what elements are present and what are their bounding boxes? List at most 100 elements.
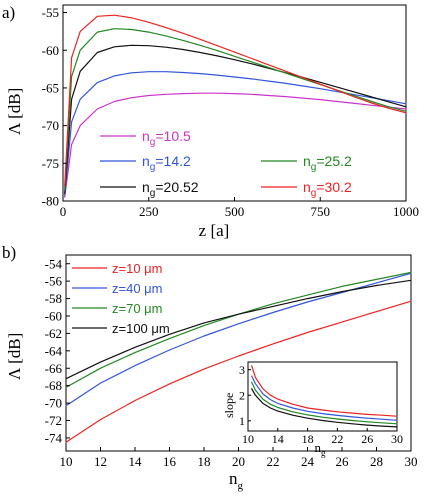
panel-a-y-tick-label-0: -80 [42, 194, 59, 209]
panel-a-y-tick-label-1: -75 [42, 156, 59, 171]
panel-b-inset: 10 14 18 22 26 30 1 2 3 slope ng [222, 361, 403, 458]
inset-series-group [251, 365, 398, 428]
panel-a-legend-label-sub-4: g [311, 188, 317, 199]
panel-b-ticks: 10 12 14 16 18 20 22 24 26 28 30-74-72-70-68-66-64… [45, 256, 418, 469]
panel-b-series-group [65, 271, 412, 443]
inset-x-axis-label-sub: g [321, 448, 326, 458]
panel-a-x-tick-label-0: 0 [60, 204, 67, 219]
panel-a-legend-label-3: ng=25.2 [303, 153, 352, 173]
panel-a-x-axis-label: z [a] [199, 221, 230, 240]
panel-a-series-line-0 [64, 92, 407, 198]
panel-b-y-tick-label-1: -72 [45, 413, 62, 428]
panel-a-legend-label-sub-0: g [150, 137, 156, 148]
panel-b-x-tick-label-1: 12 [94, 454, 107, 469]
panel-a-legend-label-base-4: n [303, 179, 311, 195]
panel-a-legend-label-sub-1: g [150, 162, 156, 173]
panel-a-legend-label-1: ng=14.2 [142, 153, 191, 173]
panel-b-legend-label-1: z=40 μm [112, 281, 162, 296]
inset-y-tick-label-1: 2 [239, 388, 245, 402]
panel-b: 10 12 14 16 18 20 22 24 26 28 30-74-72-70-68-66-64… [5, 254, 418, 492]
panel-b-y-tick-label-5: -64 [45, 343, 63, 358]
panel-a-legend-label-base-1: n [142, 153, 150, 169]
panel-a-x-tick-label-3: 750 [311, 204, 331, 219]
panel-a-y-tick-label-5: -55 [42, 5, 59, 20]
panel-b-x-axis-label-sub: g [238, 480, 244, 492]
panel-b-legend-label-3: z=100 μm [112, 321, 170, 336]
panel-b-y-tick-label-4: -66 [45, 361, 63, 376]
panel-a-legend-label-value-3: =25.2 [316, 153, 352, 169]
inset-x-tick-label-4: 26 [361, 432, 373, 446]
panel-b-x-tick-label-7: 24 [301, 454, 315, 469]
panel-b-x-axis-label: ng [229, 469, 244, 492]
panel-b-y-tick-label-6: -62 [45, 326, 62, 341]
panel-a-ticks: 0 250 500 750 1000 -80 -75 -70 -65 -60 -55 [42, 5, 419, 219]
inset-x-axis-label: ng [315, 440, 327, 458]
panel-a-series-line-1 [64, 71, 407, 197]
inset-series-line-3 [251, 388, 398, 428]
inset-x-tick-label-1: 14 [272, 432, 284, 446]
panel-b-y-tick-label-0: -74 [45, 430, 63, 445]
panel-b-x-tick-label-2: 14 [129, 454, 143, 469]
panel-a-series-line-4 [64, 14, 407, 187]
panel-a-series-line-3 [64, 28, 407, 191]
inset-ticks: 10 14 18 22 26 30 1 2 3 [239, 363, 403, 446]
panel-a-y-tick-label-3: -65 [42, 80, 59, 95]
panel-b-y-tick-label-2: -70 [45, 396, 62, 411]
inset-series-line-2 [251, 381, 398, 425]
panel-b-legend-label-0: z=10 μm [112, 261, 162, 276]
panel-b-x-tick-label-10: 30 [405, 454, 418, 469]
panel-b-series-line-0 [65, 300, 412, 443]
panel-b-legend: z=10 μm z=40 μm z=70 μm z=100 μm [72, 261, 170, 336]
inset-series-line-1 [251, 375, 398, 421]
panel-a-legend-label-4: ng=30.2 [303, 179, 352, 199]
panel-a-legend-label-value-0: =10.5 [155, 128, 191, 144]
panel-b-x-tick-label-5: 20 [232, 454, 245, 469]
panel-b-x-tick-label-8: 26 [336, 454, 350, 469]
inset-plot-frame [247, 361, 398, 432]
panel-a: 0 250 500 750 1000-80-75-70-65-60-55 Λ [dB] … [5, 4, 419, 240]
panel-a-legend-label-sub-2: g [150, 188, 156, 199]
panel-a-legend-label-2: ng=20.52 [142, 179, 199, 199]
inset-x-axis-label-base: n [315, 440, 322, 455]
inset-x-tick-label-5: 30 [391, 432, 403, 446]
panel-b-y-tick-label-8: -58 [45, 291, 62, 306]
inset-x-tick-label-0: 10 [242, 432, 254, 446]
panel-a-legend-label-value-1: =14.2 [155, 153, 191, 169]
panel-b-series-line-3 [65, 279, 412, 380]
inset-x-tick-label-2: 18 [302, 432, 314, 446]
inset-y-tick-label-0: 1 [239, 414, 245, 428]
inset-x-tick-label-3: 22 [331, 432, 343, 446]
panel-b-x-tick-label-0: 10 [60, 454, 73, 469]
panel-b-y-tick-label-3: -68 [45, 378, 62, 393]
inset-y-axis-label: slope [222, 393, 236, 418]
panel-a-legend-label-0: ng=10.5 [142, 128, 191, 148]
panel-a-legend-label-sub-3: g [311, 162, 317, 173]
inset-y-tick-label-2: 3 [239, 363, 245, 377]
panel-a-legend-label-base-3: n [303, 153, 311, 169]
inset-series-line-0 [251, 365, 398, 417]
panel-a-series-group [64, 14, 407, 198]
panel-a-y-tick-label-2: -70 [42, 118, 59, 133]
panel-b-legend-label-2: z=70 μm [112, 301, 162, 316]
panel-b-y-tick-label-7: -60 [45, 309, 62, 324]
panel-label-a: a) [2, 3, 15, 22]
panel-b-x-tick-label-4: 18 [198, 454, 211, 469]
panel-a-legend-label-base-2: n [142, 179, 150, 195]
panel-a-x-tick-label-1: 250 [139, 204, 159, 219]
panel-b-x-tick-label-6: 22 [267, 454, 280, 469]
panel-a-series-line-2 [64, 44, 407, 195]
panel-a-legend-label-base-0: n [142, 128, 150, 144]
panel-b-x-tick-label-9: 28 [370, 454, 383, 469]
panel-b-y-axis-label: Λ [dB] [5, 333, 24, 380]
panel-b-x-axis-label-base: n [229, 469, 238, 488]
panel-a-legend-label-value-4: =30.2 [316, 179, 352, 195]
panel-a-y-axis-label: Λ [dB] [5, 88, 24, 135]
panel-label-b: b) [2, 243, 16, 262]
panel-b-y-tick-label-10: -54 [45, 256, 63, 271]
panel-a-x-tick-label-2: 500 [225, 204, 245, 219]
panel-a-x-tick-label-4: 1000 [393, 204, 419, 219]
panel-b-x-tick-label-3: 16 [163, 454, 177, 469]
panel-a-y-tick-label-4: -60 [42, 43, 59, 58]
